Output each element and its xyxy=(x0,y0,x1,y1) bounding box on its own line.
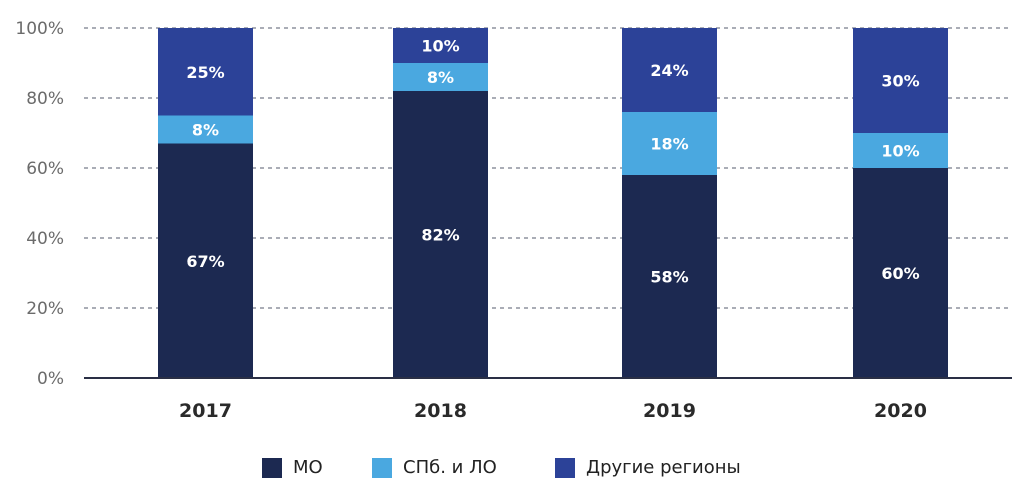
segment-value-label: 8% xyxy=(427,68,454,87)
legend-swatch-mo xyxy=(262,457,282,478)
segment-value-label: 67% xyxy=(186,252,224,271)
y-tick-label: 40% xyxy=(26,229,64,249)
segment-value-label: 8% xyxy=(192,121,219,140)
x-tick-label: 2018 xyxy=(414,400,467,422)
bar-segment xyxy=(622,28,717,112)
segment-value-label: 24% xyxy=(650,61,688,80)
stacked-bar-chart: 0% 20% 40% 60% 80% 100% 67% 8% 25% 82% 8% 10% 58% 18… xyxy=(15,19,1012,422)
x-axis-ticks: 2017 2018 2019 2020 xyxy=(179,400,927,422)
legend-item-other-regions: Другие регионы xyxy=(555,457,741,478)
bar-segment xyxy=(853,28,948,133)
segment-value-label: 10% xyxy=(881,142,919,161)
legend-item-spb-lo: СПб. и ЛО xyxy=(372,457,497,478)
bar-segment xyxy=(853,168,948,378)
segment-value-label: 25% xyxy=(186,63,224,82)
legend-swatch-other-regions xyxy=(555,457,575,478)
bar-segment xyxy=(158,115,253,144)
bar-segment xyxy=(393,63,488,91)
segment-value-label: 82% xyxy=(421,226,459,245)
legend: МО СПб. и ЛО Другие регионы xyxy=(0,457,1024,487)
bar-segment xyxy=(622,112,717,175)
bars xyxy=(158,28,948,378)
bar-segment xyxy=(393,28,488,63)
bar-segment xyxy=(158,143,253,378)
segment-value-label: 30% xyxy=(881,72,919,91)
bar-segment xyxy=(158,28,253,116)
legend-label-spb-lo: СПб. и ЛО xyxy=(403,457,497,478)
x-tick-label: 2020 xyxy=(874,400,927,422)
segment-value-label: 18% xyxy=(650,135,688,154)
y-tick-label: 60% xyxy=(26,159,64,179)
segment-labels: 67% 8% 25% 82% 8% 10% 58% 18% 24% 60% 10% 30% xyxy=(186,37,919,287)
y-tick-label: 20% xyxy=(26,299,64,319)
segment-value-label: 60% xyxy=(881,264,919,283)
y-axis-ticks: 0% 20% 40% 60% 80% 100% xyxy=(15,19,64,389)
legend-item-mo: МО xyxy=(262,457,323,478)
segment-value-label: 10% xyxy=(421,37,459,56)
x-tick-label: 2019 xyxy=(643,400,696,422)
legend-swatch-spb-lo xyxy=(372,457,392,478)
segment-value-label: 58% xyxy=(650,268,688,287)
y-tick-label: 80% xyxy=(26,89,64,109)
bar-segment xyxy=(853,133,948,168)
bar-segment xyxy=(622,175,717,378)
x-tick-label: 2017 xyxy=(179,400,232,422)
bar-segment xyxy=(393,91,488,378)
legend-label-other-regions: Другие регионы xyxy=(586,457,741,478)
legend-label-mo: МО xyxy=(293,457,323,478)
y-tick-label: 0% xyxy=(37,369,64,389)
y-tick-label: 100% xyxy=(15,19,64,39)
